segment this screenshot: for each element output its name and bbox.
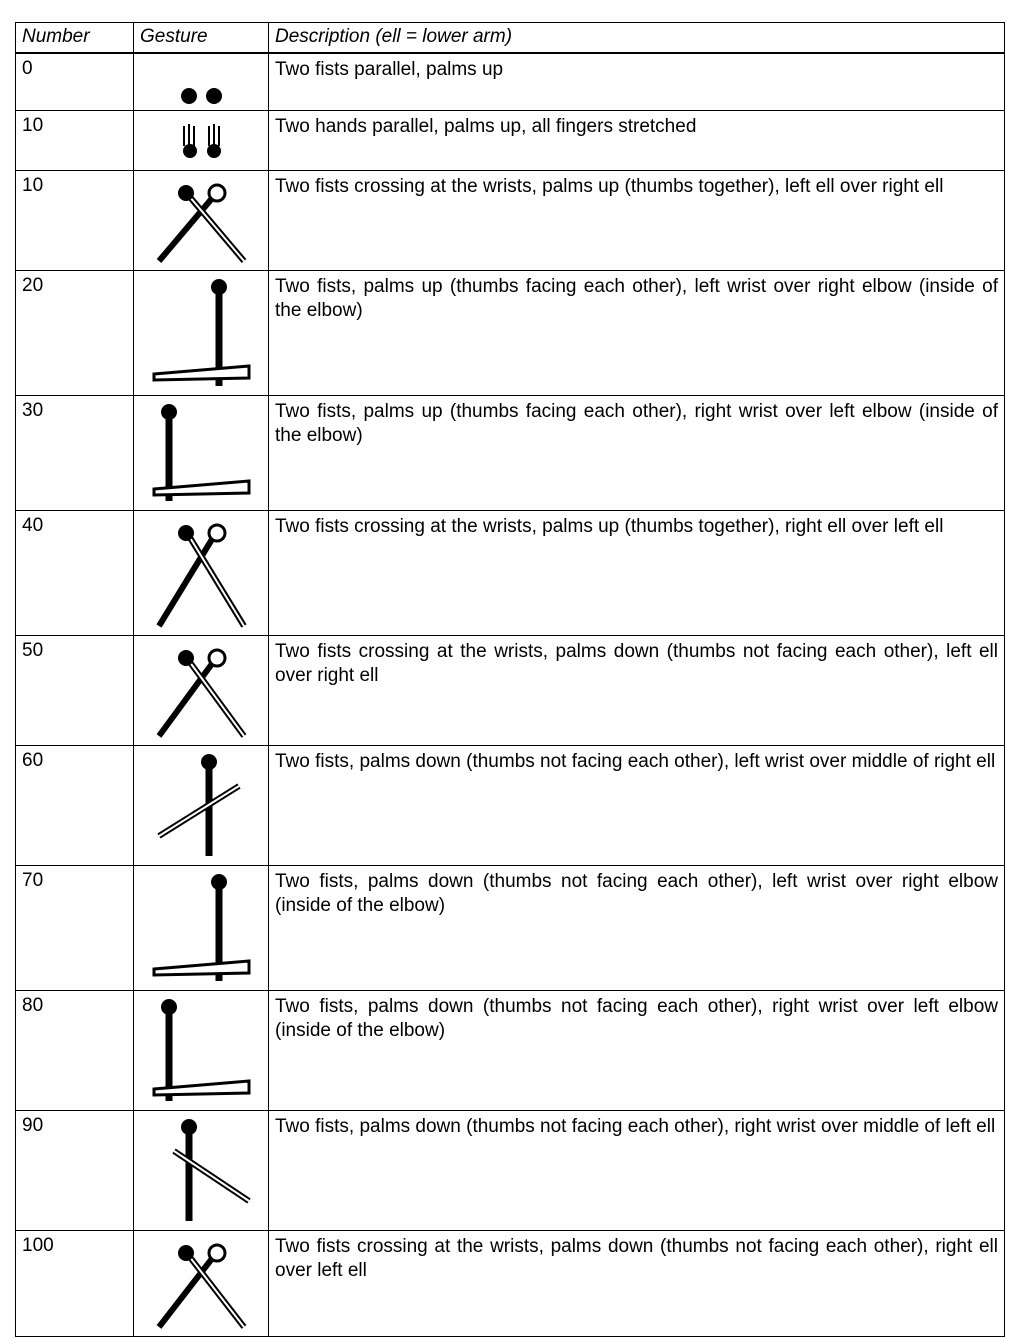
gest-cell bbox=[133, 395, 269, 511]
gest-cell bbox=[133, 635, 269, 746]
table-row: 10 Two fists crossing at the wrists, palm… bbox=[15, 170, 1005, 271]
gest-cell bbox=[133, 1110, 269, 1231]
gesture-icon bbox=[183, 124, 221, 158]
gesture-icon bbox=[152, 279, 251, 386]
table-row: 30 Two fists, palms up (thumbs facing eac… bbox=[15, 395, 1005, 511]
gesture-icon bbox=[181, 87, 222, 104]
gesture-icon bbox=[156, 183, 247, 263]
number-cell: 90 bbox=[15, 1110, 134, 1231]
table-row: 40 Two fists crossing at the wrists, palm… bbox=[15, 510, 1005, 636]
gest-cell bbox=[133, 170, 269, 271]
number-cell: 10 bbox=[15, 110, 134, 171]
gest-cell bbox=[133, 110, 269, 171]
desc-cell: Two fists crossing at the wrists, palms … bbox=[268, 1230, 1005, 1337]
number-cell: 0 bbox=[15, 52, 134, 111]
number-cell: 50 bbox=[15, 635, 134, 746]
desc-cell: Two fists parallel, palms up bbox=[268, 52, 1005, 111]
gesture-icon bbox=[157, 754, 241, 856]
number-cell: 70 bbox=[15, 865, 134, 991]
table-row: 80 Two fists, palms down (thumbs not faci… bbox=[15, 990, 1005, 1111]
number-cell: 60 bbox=[15, 745, 134, 866]
gesture-icon bbox=[156, 648, 247, 738]
desc-cell: Two fists crossing at the wrists, palms … bbox=[268, 635, 1005, 746]
table-row: 0 Two fists parallel, palms up bbox=[15, 52, 1005, 111]
gest-cell bbox=[133, 510, 269, 636]
number-cell: 100 bbox=[15, 1230, 134, 1337]
desc-cell: Two fists crossing at the wrists, palms … bbox=[268, 510, 1005, 636]
gesture-icon bbox=[156, 523, 247, 628]
gest-cell bbox=[133, 270, 269, 396]
gesture-icon bbox=[152, 999, 251, 1101]
number-cell: 20 bbox=[15, 270, 134, 396]
number-cell: 30 bbox=[15, 395, 134, 511]
gesture-icon bbox=[156, 1243, 247, 1329]
desc-cell: Two fists, palms up (thumbs facing each … bbox=[268, 395, 1005, 511]
header-cell: Description (ell = lower arm) bbox=[268, 22, 1005, 54]
number-cell: 10 bbox=[15, 170, 134, 271]
table-row: 10 Two hands parallel, palms up, all fing… bbox=[15, 110, 1005, 171]
desc-cell: Two fists, palms down (thumbs not facing… bbox=[268, 1110, 1005, 1231]
table-row: 90 Two fists, palms down (thumbs not faci… bbox=[15, 1110, 1005, 1231]
table-row: 70 Two fists, palms down (thumbs not faci… bbox=[15, 865, 1005, 991]
gest-cell bbox=[133, 745, 269, 866]
gest-cell bbox=[133, 1230, 269, 1337]
table-row: 20 Two fists, palms up (thumbs facing eac… bbox=[15, 270, 1005, 396]
gesture-table: Number Gesture Description (ell = lower … bbox=[15, 22, 1005, 1337]
header-cell: Number bbox=[15, 22, 134, 54]
desc-cell: Two hands parallel, palms up, all finger… bbox=[268, 110, 1005, 171]
desc-cell: Two fists, palms down (thumbs not facing… bbox=[268, 990, 1005, 1111]
desc-cell: Two fists crossing at the wrists, palms … bbox=[268, 170, 1005, 271]
table-row: 50 Two fists crossing at the wrists, palm… bbox=[15, 635, 1005, 746]
header-row: Number Gesture Description (ell = lower … bbox=[15, 22, 1005, 54]
gest-cell bbox=[133, 990, 269, 1111]
gesture-icon bbox=[172, 1119, 251, 1221]
gest-cell bbox=[133, 52, 269, 111]
table-row: 60 Two fists, palms down (thumbs not faci… bbox=[15, 745, 1005, 866]
number-cell: 40 bbox=[15, 510, 134, 636]
gest-cell bbox=[133, 865, 269, 991]
desc-cell: Two fists, palms up (thumbs facing each … bbox=[268, 270, 1005, 396]
gesture-icon bbox=[152, 404, 251, 501]
table-row: 100 Two fists crossing at the wrists, pal… bbox=[15, 1230, 1005, 1337]
number-cell: 80 bbox=[15, 990, 134, 1111]
desc-cell: Two fists, palms down (thumbs not facing… bbox=[268, 865, 1005, 991]
desc-cell: Two fists, palms down (thumbs not facing… bbox=[268, 745, 1005, 866]
gesture-icon bbox=[152, 874, 251, 981]
header-cell: Gesture bbox=[133, 22, 269, 54]
